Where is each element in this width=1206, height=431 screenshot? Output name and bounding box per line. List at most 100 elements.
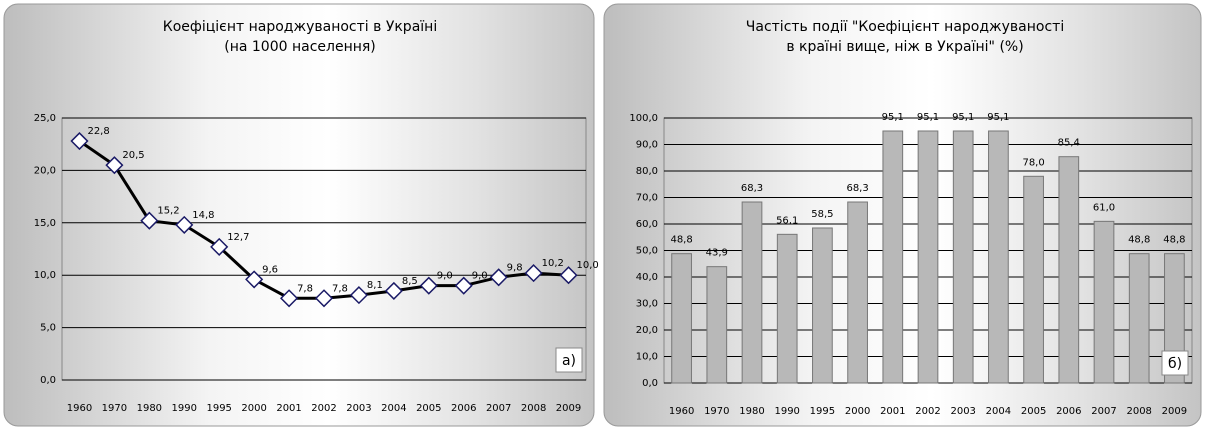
marker xyxy=(210,237,229,256)
data-label: 8,5 xyxy=(402,276,418,287)
marker xyxy=(384,281,403,300)
marker xyxy=(245,270,264,289)
data-label: 7,8 xyxy=(297,283,313,294)
data-label: 95,1 xyxy=(882,112,904,123)
x-tick-label: 2004 xyxy=(381,403,406,414)
x-tick-label: 2005 xyxy=(416,403,441,414)
x-tick-label: 1960 xyxy=(669,406,694,417)
x-tick-label: 2004 xyxy=(986,406,1011,417)
data-label: 22,8 xyxy=(87,126,109,137)
x-tick-label: 2000 xyxy=(845,406,870,417)
marker xyxy=(454,276,473,295)
annotation: а) xyxy=(562,353,576,369)
data-label: 48,8 xyxy=(1128,235,1150,246)
x-tick-label: 2006 xyxy=(1056,406,1081,417)
bar xyxy=(741,201,763,384)
bar xyxy=(952,130,974,384)
y-tick-label: 90,0 xyxy=(636,140,658,151)
x-tick-label: 2007 xyxy=(486,403,511,414)
x-tick-label: 2007 xyxy=(1091,406,1116,417)
y-tick-label: 70,0 xyxy=(636,193,658,204)
bar xyxy=(988,130,1009,384)
x-tick-label: 2008 xyxy=(1126,406,1151,417)
bar xyxy=(812,227,833,384)
y-tick-label: 10,0 xyxy=(34,270,56,281)
bar xyxy=(1093,220,1115,384)
marker xyxy=(70,131,89,151)
data-label: 43,9 xyxy=(706,248,728,259)
x-tick-label: 2002 xyxy=(311,403,336,414)
marker xyxy=(280,289,299,308)
y-tick-label: 5,0 xyxy=(40,323,56,334)
y-tick-label: 40,0 xyxy=(636,272,658,283)
x-tick-label: 2006 xyxy=(451,403,476,414)
y-tick-label: 20,0 xyxy=(34,165,56,176)
y-tick-label: 60,0 xyxy=(636,219,658,230)
data-label: 56,1 xyxy=(776,215,798,226)
x-tick-label: 2009 xyxy=(556,403,581,414)
x-tick-label: 1970 xyxy=(102,403,127,414)
bar xyxy=(1128,253,1150,384)
data-label: 12,7 xyxy=(227,232,249,243)
y-tick-label: 0,0 xyxy=(40,375,56,386)
bar xyxy=(1058,156,1080,384)
marker xyxy=(419,276,438,295)
x-tick-label: 2000 xyxy=(241,403,266,414)
x-tick-label: 1990 xyxy=(172,403,197,414)
data-label: 10,2 xyxy=(542,258,564,269)
x-tick-label: 1970 xyxy=(704,406,729,417)
y-tick-label: 100,0 xyxy=(629,113,658,124)
data-label: 95,1 xyxy=(952,112,974,123)
data-label: 14,8 xyxy=(192,210,214,221)
y-tick-label: 15,0 xyxy=(34,218,56,229)
x-tick-label: 1980 xyxy=(137,403,162,414)
bar xyxy=(882,130,904,384)
data-label: 9,0 xyxy=(472,271,488,282)
y-tick-label: 0,0 xyxy=(642,378,658,389)
data-label: 58,5 xyxy=(811,209,833,220)
chart-title: (на 1000 населення) xyxy=(224,39,376,55)
chart-title: в країні вище, ніж в Україні" (%) xyxy=(786,39,1023,55)
bar xyxy=(1023,175,1044,384)
data-label: 9,8 xyxy=(507,262,523,273)
marker xyxy=(349,286,368,305)
panel xyxy=(3,3,595,427)
y-tick-label: 25,0 xyxy=(34,113,56,124)
data-label: 48,8 xyxy=(670,235,692,246)
marker xyxy=(314,289,334,308)
annotation-box xyxy=(1161,350,1189,376)
bar xyxy=(671,253,692,384)
data-label: 68,3 xyxy=(741,183,763,194)
x-tick-label: 1960 xyxy=(67,403,92,414)
bar xyxy=(776,233,798,384)
data-label: 68,3 xyxy=(846,183,868,194)
marker xyxy=(175,215,194,234)
data-label: 78,0 xyxy=(1022,157,1044,168)
chart-title: Частість події "Коефіцієнт народжуваност… xyxy=(746,19,1064,35)
x-tick-label: 2001 xyxy=(880,406,905,417)
y-tick-label: 80,0 xyxy=(636,166,658,177)
bar xyxy=(847,201,868,384)
x-tick-label: 1995 xyxy=(810,406,835,417)
data-label: 7,8 xyxy=(332,283,348,294)
annotation: б) xyxy=(1168,356,1182,372)
marker xyxy=(559,266,578,285)
marker xyxy=(105,156,124,175)
chart-title: Коефіцієнт народжуваності в Україні xyxy=(163,19,437,35)
data-label: 95,1 xyxy=(917,112,939,123)
data-label: 15,2 xyxy=(157,206,179,217)
x-tick-label: 1990 xyxy=(774,406,799,417)
data-label: 9,0 xyxy=(437,271,453,282)
annotation-box xyxy=(555,347,583,373)
data-label: 95,1 xyxy=(987,112,1009,123)
x-tick-label: 2003 xyxy=(346,403,371,414)
bar xyxy=(706,266,728,384)
data-label: 61,0 xyxy=(1093,202,1115,213)
data-label: 85,4 xyxy=(1058,138,1080,149)
bar xyxy=(917,130,939,384)
x-tick-label: 2002 xyxy=(915,406,940,417)
data-label: 9,6 xyxy=(262,264,278,275)
marker xyxy=(489,268,508,287)
x-tick-label: 2005 xyxy=(1021,406,1046,417)
